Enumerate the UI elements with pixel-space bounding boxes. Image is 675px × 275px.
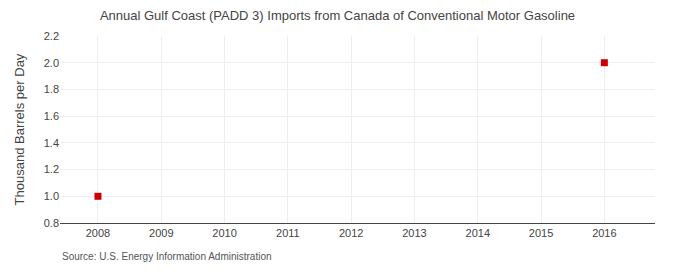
svg-text:2.0: 2.0 bbox=[44, 57, 59, 69]
svg-text:2013: 2013 bbox=[402, 227, 426, 239]
svg-text:0.8: 0.8 bbox=[44, 217, 59, 229]
svg-text:2010: 2010 bbox=[212, 227, 236, 239]
svg-text:1.4: 1.4 bbox=[44, 137, 59, 149]
svg-text:Source: U.S. Energy Informatio: Source: U.S. Energy Information Administ… bbox=[62, 251, 272, 262]
svg-text:2009: 2009 bbox=[149, 227, 173, 239]
svg-text:2012: 2012 bbox=[339, 227, 363, 239]
svg-text:1.8: 1.8 bbox=[44, 83, 59, 95]
svg-text:2016: 2016 bbox=[592, 227, 616, 239]
svg-text:Annual Gulf Coast (PADD 3) Imp: Annual Gulf Coast (PADD 3) Imports from … bbox=[100, 8, 575, 23]
svg-text:2011: 2011 bbox=[276, 227, 300, 239]
svg-text:1.0: 1.0 bbox=[44, 190, 59, 202]
svg-text:2008: 2008 bbox=[86, 227, 110, 239]
svg-text:2015: 2015 bbox=[529, 227, 553, 239]
svg-text:2014: 2014 bbox=[466, 227, 490, 239]
svg-text:2.2: 2.2 bbox=[44, 30, 59, 42]
svg-text:1.2: 1.2 bbox=[44, 163, 59, 175]
svg-text:1.6: 1.6 bbox=[44, 110, 59, 122]
svg-text:Thousand Barrels per Day: Thousand Barrels per Day bbox=[12, 53, 27, 205]
